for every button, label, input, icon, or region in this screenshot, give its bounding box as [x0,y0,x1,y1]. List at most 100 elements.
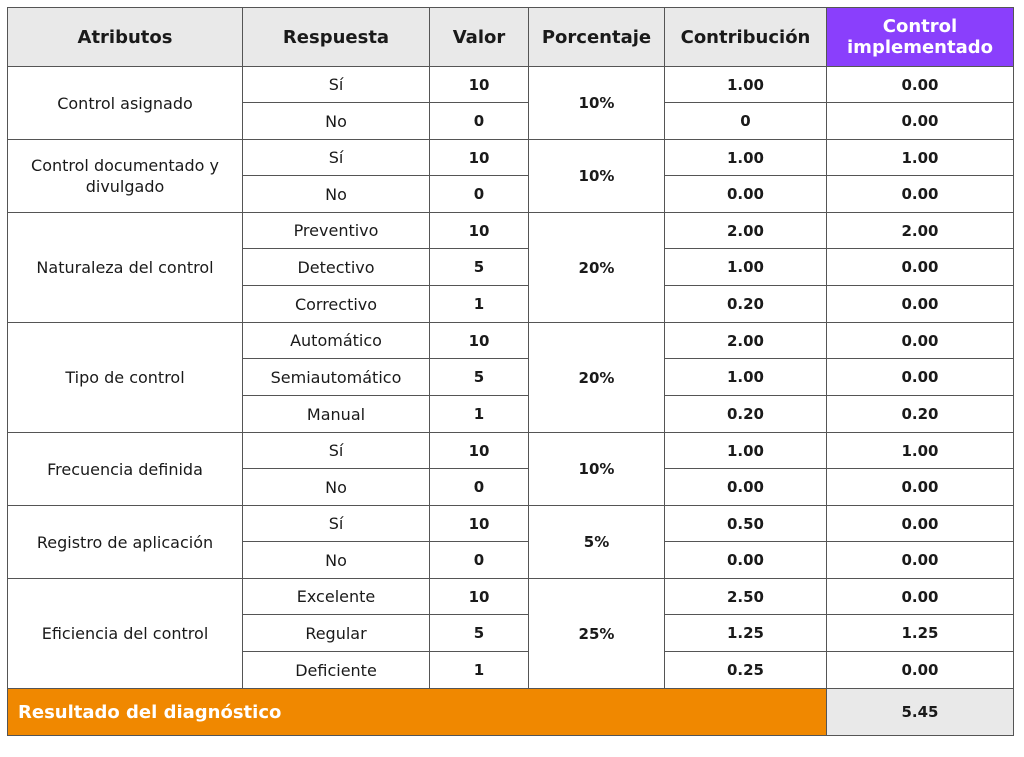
contribucion-cell: 2.00 [664,212,827,249]
control-implementado-cell: 0.00 [826,541,1014,579]
table-row: Control documentado y divulgado Sí 10 10% 1.… [7,139,1014,213]
contribucion-cell: 2.50 [664,578,827,615]
respuesta-cell: Regular [242,614,430,652]
valor-cell: 0 [429,468,529,506]
porcentaje-cell: 10% [528,139,665,213]
valor-cell: 5 [429,358,529,396]
valor-cell: 10 [429,66,529,103]
table-row: Eficiencia del control Excelente 10 25% 2.50… [7,578,1014,689]
valor-cell: 5 [429,248,529,286]
valor-cell: 10 [429,322,529,359]
control-implementado-cell: 0.00 [826,578,1014,615]
control-implementado-cell: 0.00 [826,285,1014,323]
respuesta-cell: Manual [242,395,430,433]
table-row: Frecuencia definida Sí 10 10% 1.00 1.00 [7,432,1014,506]
control-implementado-cell: 0.00 [826,248,1014,286]
contribucion-cell: 1.00 [664,248,827,286]
porcentaje-cell: 5% [528,505,665,579]
table-row: Semiautomático 5 1.00 0.00 [8,358,1014,396]
valor-cell: 10 [429,212,529,249]
control-implementado-cell: 1.00 [826,432,1014,469]
header-porcentaje: Porcentaje [528,7,665,67]
table-row: Naturaleza del control Preventivo 10 20% 2.0… [7,212,1014,323]
attribute-cell: Registro de aplicación [7,505,243,579]
header-control-implementado: Control implementado [826,7,1014,67]
control-implementado-cell: 0.00 [826,66,1014,103]
valor-cell: 1 [429,285,529,323]
valor-cell: 10 [429,578,529,615]
table-row: No 0 0.00 0.00 [8,541,1014,579]
respuesta-cell: Sí [242,139,430,176]
control-implementado-cell: 0.00 [826,505,1014,542]
porcentaje-cell: 10% [528,432,665,506]
contribucion-cell: 1.25 [664,614,827,652]
respuesta-cell: Correctivo [242,285,430,323]
valor-cell: 1 [429,395,529,433]
control-implementado-cell: 0.00 [826,175,1014,213]
respuesta-cell: Sí [242,432,430,469]
header-row: Atributos Respuesta Valor Porcentaje Con… [7,7,1014,67]
contribucion-cell: 2.00 [664,322,827,359]
contribucion-cell: 0.20 [664,395,827,433]
valor-cell: 0 [429,175,529,213]
valor-cell: 1 [429,651,529,689]
valor-cell: 0 [429,541,529,579]
header-atributos: Atributos [7,7,243,67]
header-valor: Valor [429,7,529,67]
control-implementado-cell: 1.00 [826,139,1014,176]
control-implementado-cell: 2.00 [826,212,1014,249]
result-label: Resultado del diagnóstico [7,688,827,736]
result-row: Resultado del diagnóstico 5.45 [7,688,1014,736]
respuesta-cell: No [242,468,430,506]
attribute-cell: Control asignado [7,66,243,140]
respuesta-cell: Sí [242,66,430,103]
contribucion-cell: 0.00 [664,541,827,579]
contribucion-cell: 1.00 [664,66,827,103]
table-body: Control asignado Sí 10 10% 1.00 0.00 No 0 0 0.00 C… [7,66,1014,689]
valor-cell: 10 [429,432,529,469]
contribucion-cell: 0.00 [664,468,827,506]
porcentaje-cell: 20% [528,322,665,433]
respuesta-cell: Automático [242,322,430,359]
table-row: No 0 0.00 0.00 [8,468,1014,506]
table-row: Control asignado Sí 10 10% 1.00 0.00 [7,66,1014,140]
table-row: No 0 0 0.00 [8,102,1014,140]
valor-cell: 0 [429,102,529,140]
contribucion-cell: 1.00 [664,139,827,176]
contribucion-cell: 0 [664,102,827,140]
control-implementado-cell: 0.00 [826,322,1014,359]
respuesta-cell: Semiautomático [242,358,430,396]
attribute-cell: Naturaleza del control [7,212,243,323]
contribucion-cell: 0.20 [664,285,827,323]
control-implementado-cell: 0.00 [826,102,1014,140]
respuesta-cell: Preventivo [242,212,430,249]
contribucion-cell: 0.50 [664,505,827,542]
attribute-cell: Control documentado y divulgado [7,139,243,213]
table-row: Deficiente 1 0.25 0.00 [8,651,1014,689]
table-row: Tipo de control Automático 10 20% 2.00 0.00 [7,322,1014,433]
control-implementado-cell: 0.00 [826,468,1014,506]
valor-cell: 10 [429,505,529,542]
contribucion-cell: 1.00 [664,358,827,396]
respuesta-cell: Sí [242,505,430,542]
header-contribucion: Contribución [664,7,827,67]
diagnostic-table: Atributos Respuesta Valor Porcentaje Con… [7,7,1014,736]
respuesta-cell: Excelente [242,578,430,615]
respuesta-cell: Deficiente [242,651,430,689]
control-implementado-cell: 0.00 [826,358,1014,396]
valor-cell: 5 [429,614,529,652]
contribucion-cell: 0.00 [664,175,827,213]
contribucion-cell: 0.25 [664,651,827,689]
porcentaje-cell: 25% [528,578,665,689]
header-respuesta: Respuesta [242,7,430,67]
contribucion-cell: 1.00 [664,432,827,469]
attribute-cell: Eficiencia del control [7,578,243,689]
porcentaje-cell: 10% [528,66,665,140]
respuesta-cell: No [242,175,430,213]
porcentaje-cell: 20% [528,212,665,323]
respuesta-cell: Detectivo [242,248,430,286]
attribute-cell: Tipo de control [7,322,243,433]
attribute-cell: Frecuencia definida [7,432,243,506]
control-implementado-cell: 1.25 [826,614,1014,652]
respuesta-cell: No [242,102,430,140]
